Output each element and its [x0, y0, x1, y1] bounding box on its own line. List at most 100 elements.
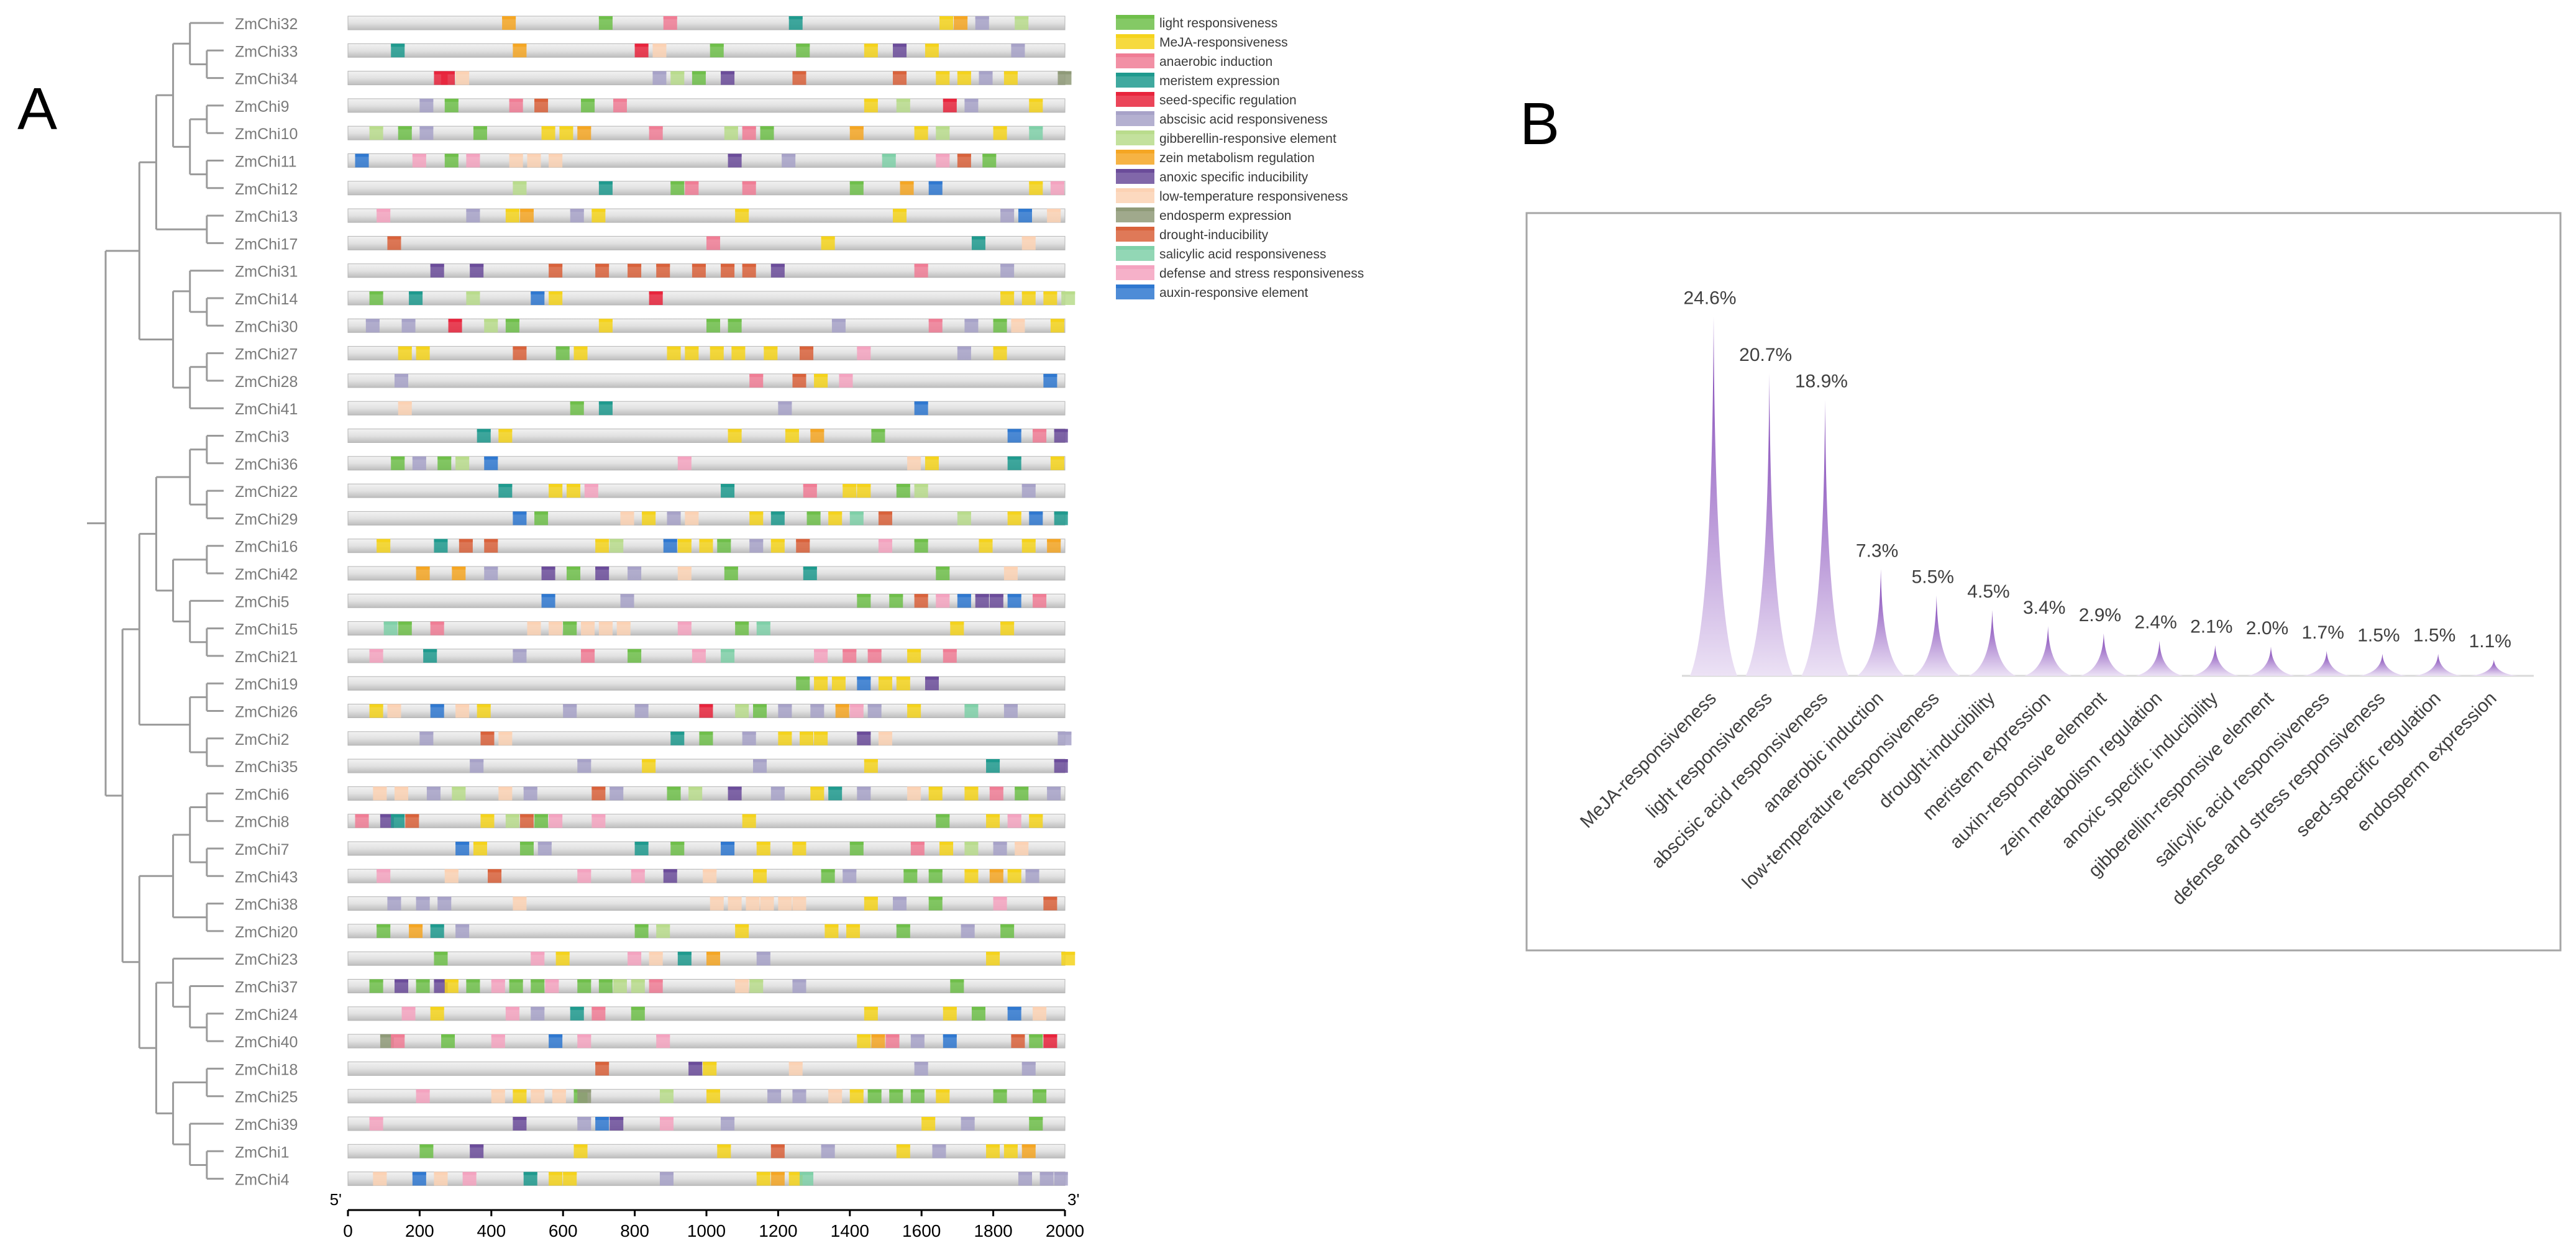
element-drought — [534, 98, 549, 112]
element-meja — [986, 814, 1000, 828]
element-cap — [369, 649, 383, 652]
element-cap — [846, 924, 861, 927]
element-aba — [910, 1034, 925, 1049]
element-ga — [631, 979, 645, 993]
element-cap — [1003, 567, 1018, 570]
element-zein — [989, 869, 1003, 883]
element-cap — [598, 979, 613, 983]
promoter-bar — [347, 291, 1066, 306]
element-cap — [925, 43, 939, 47]
gene-label: ZmChi17 — [235, 235, 298, 253]
element-light — [509, 979, 523, 993]
element-cap — [369, 979, 383, 983]
element-cap — [1054, 759, 1068, 763]
element-anaerobic — [685, 181, 699, 195]
element-zein — [502, 16, 516, 30]
element-aba — [782, 153, 796, 168]
element-cap — [756, 952, 770, 955]
element-aba — [1054, 1172, 1068, 1186]
element-cap — [728, 896, 742, 900]
element-cap — [1018, 209, 1032, 212]
element-cap — [498, 731, 513, 735]
legend-swatch-cap — [1116, 207, 1154, 211]
element-cap — [749, 979, 764, 983]
legend-item-lowtemp: low-temperature responsiveness — [1116, 188, 1348, 204]
element-meja — [559, 126, 573, 140]
element-cap — [491, 979, 505, 983]
element-cap — [824, 924, 839, 927]
element-cap — [831, 319, 846, 322]
axis-end-label: 3' — [1067, 1190, 1079, 1209]
element-cap — [896, 1144, 910, 1148]
element-meja — [857, 1034, 871, 1049]
element-lowtemp — [710, 896, 724, 911]
gene-row-zmchi40: ZmChi40 — [235, 1034, 1066, 1051]
element-cap — [1003, 71, 1018, 75]
panel-a-label: A — [17, 76, 57, 142]
element-cap — [721, 484, 735, 488]
gene-label: ZmChi12 — [235, 181, 298, 198]
element-cap — [549, 1034, 563, 1038]
element-meja — [785, 429, 799, 443]
element-cap — [498, 429, 513, 432]
element-lowtemp — [498, 731, 513, 745]
element-cap — [857, 484, 871, 488]
element-cap — [444, 869, 459, 873]
element-lowtemp — [398, 401, 412, 416]
element-endo — [577, 1089, 591, 1103]
legend-item-zein: zein metabolism regulation — [1116, 150, 1315, 165]
element-cap — [1021, 484, 1036, 488]
element-cap — [470, 1144, 484, 1148]
element-anaerobic — [943, 649, 957, 663]
element-cap — [670, 731, 685, 735]
element-meja — [710, 346, 724, 360]
element-ga — [466, 291, 480, 305]
element-meja — [914, 126, 928, 140]
element-cap — [1007, 1006, 1021, 1010]
element-cap — [928, 869, 943, 873]
element-lowtemp — [598, 621, 613, 635]
value-label: 20.7% — [1739, 345, 1792, 365]
element-cap — [857, 676, 871, 680]
element-cap — [742, 731, 756, 735]
element-meja — [549, 291, 563, 305]
element-meja — [828, 511, 843, 526]
gene-row-zmchi21: ZmChi21 — [235, 649, 1066, 666]
element-meja — [986, 1144, 1000, 1158]
element-defense — [849, 704, 864, 718]
element-aba — [1000, 209, 1015, 223]
element-cap — [591, 1006, 606, 1010]
element-cap — [792, 373, 806, 377]
element-light — [910, 1089, 925, 1103]
element-cap — [527, 621, 541, 625]
element-meja — [717, 1144, 731, 1158]
gene-row-zmchi23: ZmChi23 — [235, 951, 1076, 968]
element-cap — [975, 594, 989, 598]
value-label: 2.1% — [2190, 617, 2232, 637]
element-cap — [595, 1062, 610, 1065]
element-cap — [936, 567, 950, 570]
element-meja — [480, 814, 495, 828]
element-cap — [907, 456, 921, 460]
element-aba — [753, 759, 767, 773]
element-aba — [792, 979, 806, 993]
gene-row-zmchi19: ZmChi19 — [235, 676, 1066, 693]
element-aba — [610, 786, 624, 801]
element-lowtemp — [760, 896, 774, 911]
promoter-bar — [347, 208, 1066, 223]
gene-row-zmchi31: ZmChi31 — [235, 263, 1066, 281]
element-ga — [735, 704, 749, 718]
element-meja — [936, 71, 950, 85]
element-cap — [936, 126, 950, 130]
element-ga — [670, 71, 685, 85]
promoter-bar — [347, 649, 1066, 663]
gene-label: ZmChi31 — [235, 263, 298, 281]
element-cap — [871, 1034, 885, 1038]
element-cap — [706, 1089, 720, 1093]
element-defense — [656, 1034, 670, 1049]
element-cap — [831, 676, 846, 680]
legend-item-endo: endosperm expression — [1116, 207, 1291, 223]
element-cap — [369, 1117, 383, 1120]
element-meja — [957, 71, 971, 85]
element-drought — [1043, 896, 1057, 911]
